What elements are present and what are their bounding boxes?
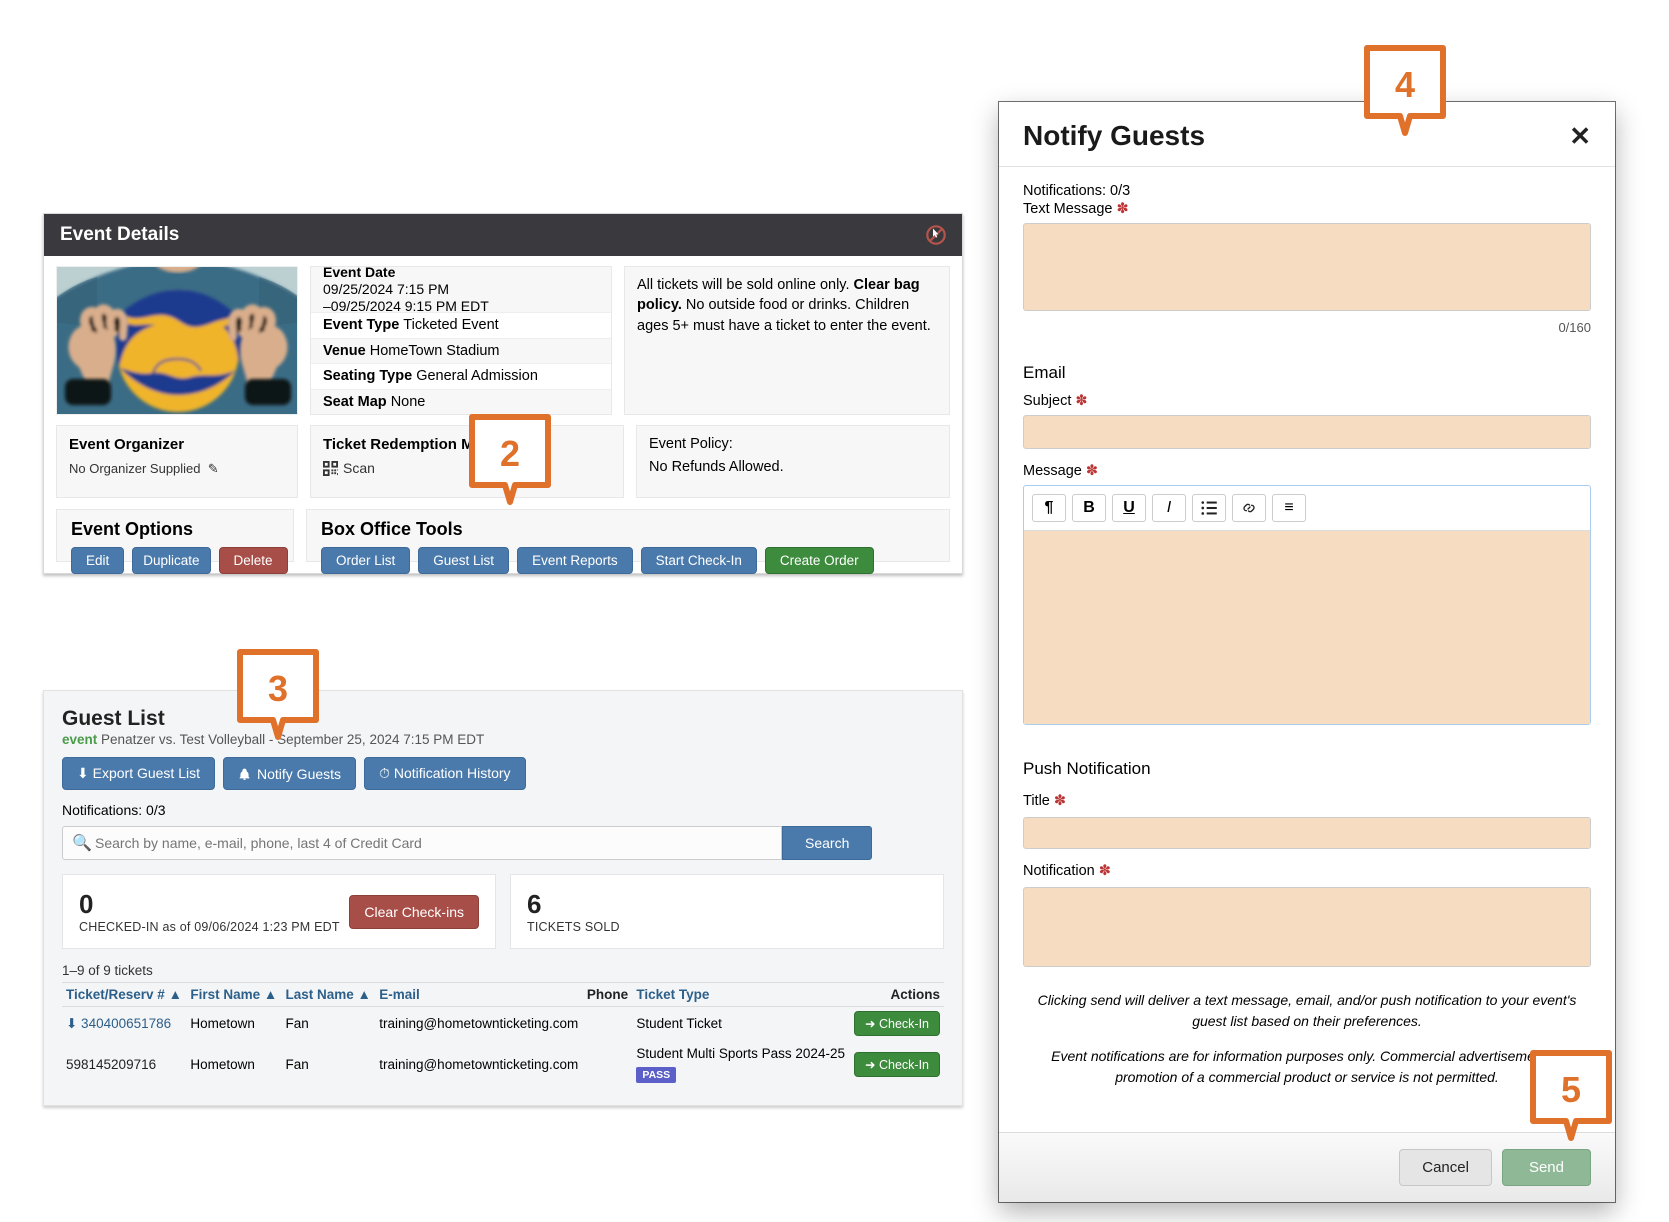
svg-text:3: 3 — [268, 668, 288, 709]
svg-text:4: 4 — [1395, 64, 1415, 105]
svg-text:5: 5 — [1561, 1069, 1581, 1110]
svg-text:2: 2 — [500, 433, 520, 474]
